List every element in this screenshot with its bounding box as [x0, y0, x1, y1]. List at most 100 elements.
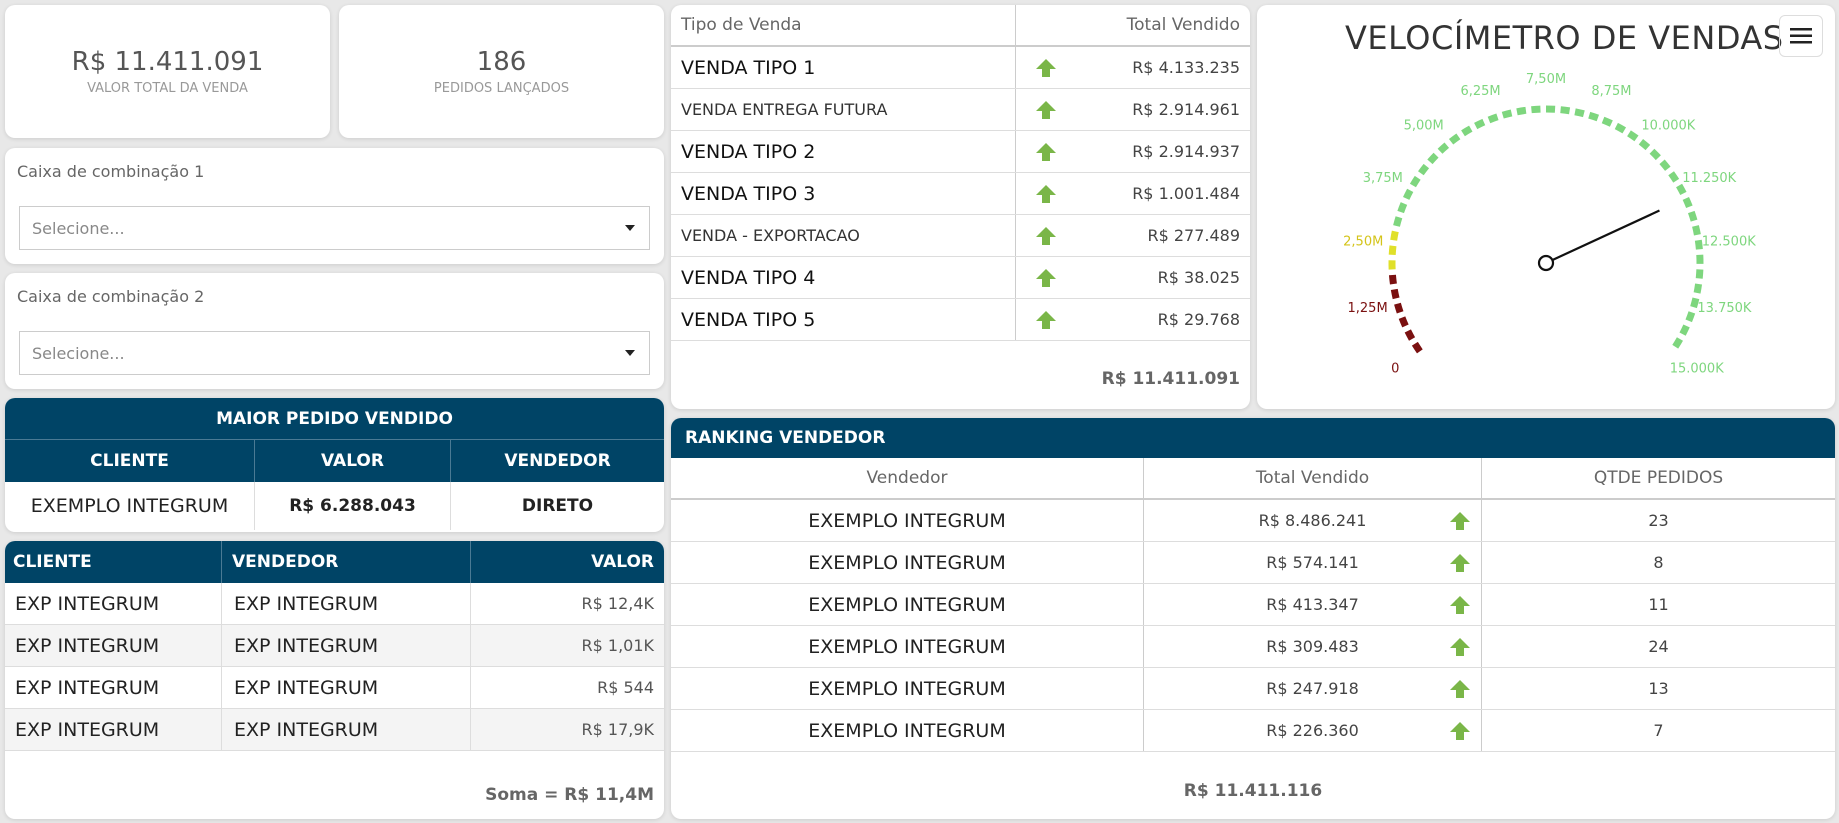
gauge-band-segment	[1649, 148, 1661, 161]
ranking-orders: 11	[1648, 595, 1669, 614]
client-value: R$ 17,9K	[581, 720, 655, 739]
ranking-orders: 8	[1653, 553, 1664, 572]
arrow-up-icon	[1036, 184, 1056, 203]
combo-box-1-card: Caixa de combinação 1 Selecione...	[5, 148, 664, 264]
gauge-band-segment	[1693, 283, 1703, 294]
table-row: EXP INTEGRUM EXP INTEGRUM R$ 1,01K	[5, 625, 664, 667]
sales-type-trend	[1016, 173, 1076, 214]
ranking-header-seller: Vendedor	[671, 458, 1144, 498]
sales-type-trend	[1016, 299, 1076, 340]
table-row: EXEMPLO INTEGRUM R$ 413.347 11	[671, 584, 1835, 626]
table-row: VENDA TIPO 3 R$ 1.001.484	[671, 173, 1250, 215]
gauge-band-segment	[1390, 230, 1399, 241]
gauge-band-segment	[1682, 196, 1693, 209]
gauge-tick-label: 1,25M	[1348, 301, 1388, 316]
gauge-tick-label: 3,75M	[1363, 171, 1403, 186]
client-name: EXP INTEGRUM	[5, 625, 222, 666]
ranking-total-cell: R$ 226.360	[1144, 710, 1482, 751]
sales-type-name: VENDA ENTREGA FUTURA	[671, 89, 1016, 130]
gauge-band-segment	[1659, 159, 1671, 171]
gauge-band-segment	[1398, 316, 1409, 328]
gauge-tick-label: 7,50M	[1526, 72, 1566, 87]
biggest-order-seller: DIRETO	[521, 496, 594, 516]
gauge-band-segment	[1418, 163, 1430, 176]
sales-type-name: VENDA TIPO 2	[671, 131, 1016, 172]
gauge-needle-hub	[1537, 254, 1555, 272]
table-row: VENDA TIPO 1 R$ 4.133.235	[671, 47, 1250, 89]
chevron-down-icon[interactable]	[625, 350, 635, 356]
client-list-footer: Soma = R$ 11,4M	[485, 785, 654, 805]
arrow-up-icon	[1036, 58, 1056, 77]
gauge-band-segment	[1531, 105, 1541, 114]
table-row: EXEMPLO INTEGRUM R$ 247.918 13	[671, 668, 1835, 710]
ranking-orders: 13	[1648, 679, 1669, 698]
kpi-orders-value: 186	[476, 47, 527, 77]
table-row: VENDA TIPO 2 R$ 2.914.937	[671, 131, 1250, 173]
gauge-band-segment	[1487, 113, 1499, 124]
table-row: EXEMPLO INTEGRUM R$ 8.486.241 23	[671, 500, 1835, 542]
client-list-header-value: VALOR	[591, 552, 654, 572]
sales-type-trend	[1016, 89, 1076, 130]
combo-box-1-title: Caixa de combinação 1	[17, 162, 205, 181]
gauge-band-segment	[1676, 183, 1687, 196]
sales-type-header-row: Tipo de Venda Total Vendido	[671, 5, 1250, 47]
gauge-band-segment	[1614, 122, 1627, 134]
gauge-band-segment	[1574, 108, 1585, 118]
client-list-header-seller: VENDEDOR	[222, 541, 471, 583]
gauge-tick-label: 11.250K	[1682, 171, 1736, 186]
sales-type-value: R$ 4.133.235	[1132, 58, 1240, 77]
combo-box-1-select[interactable]: Selecione...	[19, 206, 650, 250]
ranking-total-cell: R$ 309.483	[1144, 626, 1482, 667]
sales-type-value: R$ 29.768	[1157, 310, 1240, 329]
ranking-trend	[1449, 553, 1471, 577]
gauge-band-segment	[1694, 239, 1703, 250]
ranking-total-cell: R$ 247.918	[1144, 668, 1482, 709]
ranking-seller: EXEMPLO INTEGRUM	[671, 584, 1144, 625]
sales-type-trend	[1016, 257, 1076, 298]
gauge-tick-label: 2,50M	[1343, 235, 1383, 250]
gauge-band-segment	[1394, 302, 1404, 314]
biggest-order-row: EXEMPLO INTEGRUM R$ 6.288.043 DIRETO	[5, 482, 664, 530]
combo-box-2-select[interactable]: Selecione...	[19, 331, 650, 375]
table-row: VENDA TIPO 5 R$ 29.768	[671, 299, 1250, 341]
gauge-band-segment	[1692, 225, 1701, 236]
kpi-orders-label: PEDIDOS LANÇADOS	[433, 81, 570, 96]
combo-box-2-placeholder: Selecione...	[32, 343, 125, 363]
ranking-seller: EXEMPLO INTEGRUM	[671, 710, 1144, 751]
gauge-band-segment	[1409, 175, 1421, 188]
gauge-band-segment	[1627, 130, 1639, 142]
biggest-order-card: MAIOR PEDIDO VENDIDO CLIENTE VALOR VENDE…	[5, 398, 664, 532]
table-row: VENDA - EXPORTACAO R$ 277.489	[671, 215, 1250, 257]
gauge-tick-label: 6,25M	[1460, 84, 1500, 99]
arrow-up-icon	[1450, 596, 1470, 614]
sales-type-header-name: Tipo de Venda	[671, 5, 1016, 45]
gauge-band-segment	[1388, 274, 1397, 285]
ranking-total: R$ 11.411.116	[1183, 781, 1323, 801]
gauge-tick-label: 0	[1391, 362, 1399, 377]
ranking-header-row: Vendedor Total Vendido QTDE PEDIDOS	[671, 458, 1835, 500]
ranking-total-value: R$ 226.360	[1266, 721, 1359, 740]
gauge-band-segment	[1668, 171, 1680, 183]
sales-type-value: R$ 2.914.961	[1132, 100, 1240, 119]
client-list-body: EXP INTEGRUM EXP INTEGRUM R$ 12,4K EXP INTE…	[5, 583, 664, 751]
chevron-down-icon[interactable]	[625, 225, 635, 231]
menu-button[interactable]	[1779, 15, 1823, 57]
sales-type-name: VENDA TIPO 3	[671, 173, 1016, 214]
client-value: R$ 1,01K	[581, 636, 655, 655]
sales-type-total: R$ 11.411.091	[1101, 369, 1240, 389]
biggest-order-value: R$ 6.288.043	[255, 482, 451, 530]
arrow-up-icon	[1036, 226, 1056, 245]
sales-type-value: R$ 38.025	[1157, 268, 1240, 287]
table-row: EXP INTEGRUM EXP INTEGRUM R$ 17,9K	[5, 709, 664, 751]
gauge-band-segment	[1393, 216, 1403, 227]
arrow-up-icon	[1036, 142, 1056, 161]
table-row: EXEMPLO INTEGRUM R$ 226.360 7	[671, 710, 1835, 752]
ranking-header-total: Total Vendido	[1144, 458, 1482, 498]
client-name: EXP INTEGRUM	[5, 667, 222, 708]
gauge-tick-label: 5,00M	[1404, 119, 1444, 134]
client-list-card: CLIENTE VENDEDOR VALOR EXP INTEGRUM EXP I…	[5, 541, 664, 819]
client-list-header-client: CLIENTE	[5, 541, 222, 583]
gauge-band-segment	[1501, 109, 1513, 119]
gauge-band-segment	[1448, 133, 1461, 145]
gauge-band-segment	[1687, 210, 1698, 222]
